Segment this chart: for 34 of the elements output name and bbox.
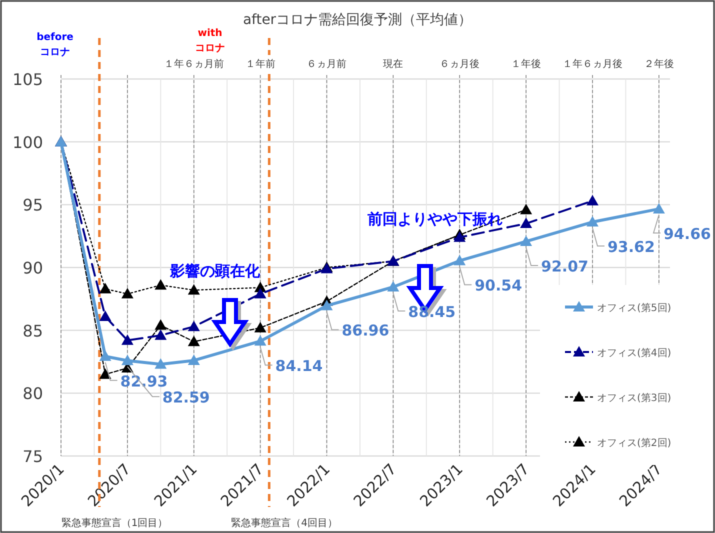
data-label: 92.07 (541, 257, 589, 276)
data-label: 86.96 (342, 322, 390, 340)
y-tick-label: 100 (12, 132, 43, 152)
data-label: 88.45 (408, 302, 456, 321)
y-tick-label: 80 (22, 384, 43, 404)
legend-label: オフィス(第2回) (597, 437, 672, 449)
data-label: 90.54 (474, 276, 522, 295)
x2-tick-label: １年後 (511, 58, 542, 70)
legend-label: オフィス(第4回) (597, 347, 672, 359)
annotation: 影響の顕在化 (169, 262, 261, 280)
legend-label: オフィス(第3回) (597, 392, 672, 404)
text: with コロナ (195, 28, 225, 54)
y-tick-label: 85 (22, 321, 43, 340)
y-tick-label: 95 (22, 196, 43, 215)
y-tick-label: 90 (22, 258, 43, 278)
x2-tick-label: １年６ヵ月後 (562, 58, 622, 70)
x2-tick-label: ２年後 (644, 58, 674, 70)
y-tick-label: 75 (22, 447, 43, 466)
x2-tick-label: ６ヵ月前 (306, 58, 347, 70)
ref-line-label: 緊急事態宣言（4回目） (231, 517, 338, 529)
data-label: 84.14 (275, 357, 323, 376)
x2-tick-label: １年６ヵ月前 (164, 58, 224, 70)
chart-title: afterコロナ需給回復予測（平均値） (242, 12, 472, 28)
x2-tick-label: 現在 (383, 58, 404, 70)
x2-tick-label: ６ヵ月後 (440, 58, 480, 70)
ref-line-label: 緊急事態宣言（1回目） (61, 517, 168, 529)
data-label: 93.62 (607, 238, 655, 256)
data-label: 82.59 (162, 388, 210, 407)
x2-tick-label: １年前 (245, 58, 276, 70)
legend-label: オフィス(第5回) (597, 302, 672, 314)
text: before コロナ (36, 32, 74, 58)
data-label: 82.93 (120, 372, 168, 390)
data-label: 94.66 (664, 224, 711, 243)
y-tick-label: 105 (12, 70, 43, 89)
